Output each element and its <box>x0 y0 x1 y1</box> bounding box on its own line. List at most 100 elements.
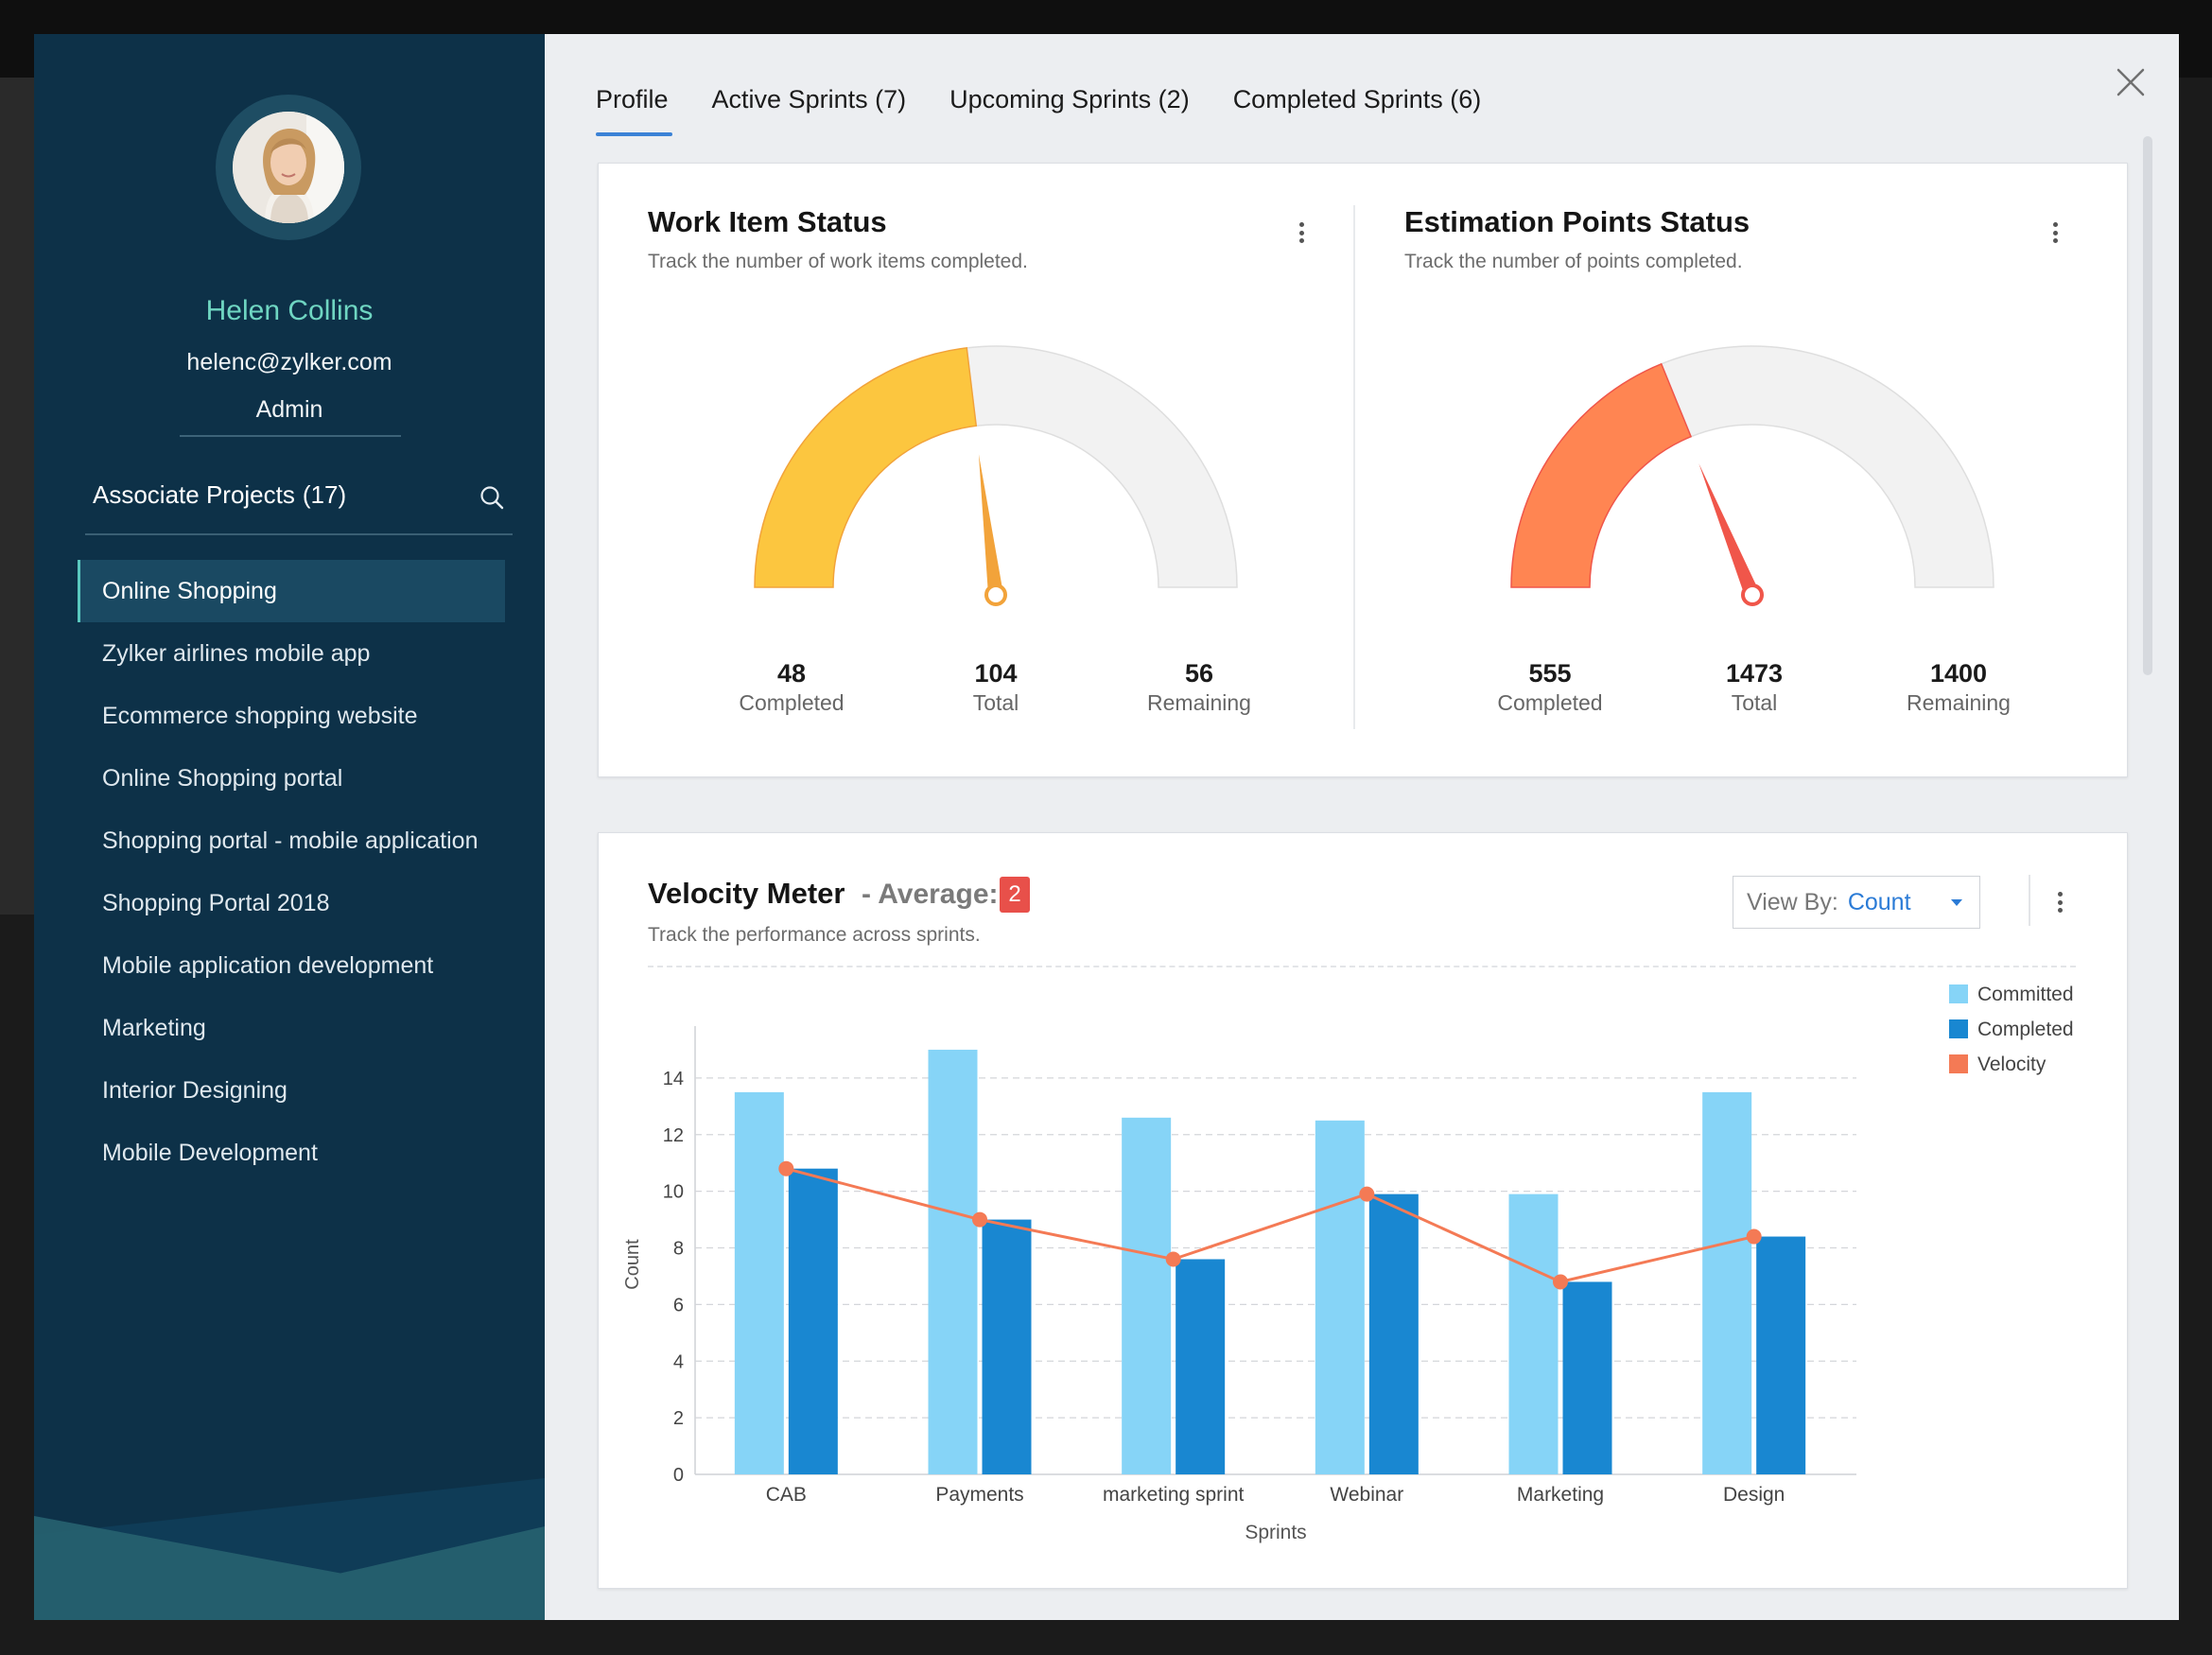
y-tick-label: 14 <box>663 1069 684 1089</box>
estimation-remaining-label: Remaining <box>1907 690 2011 715</box>
legend-label: Committed <box>1977 984 2074 1005</box>
project-item[interactable]: Zylker airlines mobile app <box>102 639 371 667</box>
sidebar-divider <box>180 435 401 437</box>
view-by-dropdown[interactable]: View By: Count <box>1733 876 1980 929</box>
x-tick-label: Design <box>1723 1484 1785 1506</box>
work-item-completed: 48 Completed <box>706 659 877 716</box>
tab-completed-sprints[interactable]: Completed Sprints (6) <box>1232 85 1482 113</box>
work-item-remaining: 56 Remaining <box>1114 659 1284 716</box>
gauge-completed-arc <box>1510 362 1693 588</box>
more-options-icon[interactable] <box>2046 217 2064 249</box>
y-tick-label: 0 <box>673 1465 684 1486</box>
project-item[interactable]: Online Shopping <box>78 560 505 622</box>
project-item[interactable]: Mobile Development <box>102 1139 318 1166</box>
velocity-point <box>1746 1228 1762 1245</box>
gauge-remaining-arc <box>966 345 1238 588</box>
associate-projects-title: Associate Projects <box>93 480 295 509</box>
close-icon[interactable] <box>2113 64 2149 100</box>
bar-completed <box>788 1168 838 1474</box>
project-item[interactable]: Interior Designing <box>102 1076 287 1104</box>
x-tick-label: Webinar <box>1330 1484 1403 1506</box>
bar-committed <box>1122 1117 1172 1474</box>
velocity-point <box>1553 1274 1568 1290</box>
bar-committed <box>1315 1120 1365 1474</box>
more-options-icon[interactable] <box>1292 217 1311 249</box>
estimation-total-label: Total <box>1731 690 1778 715</box>
work-item-gauge <box>754 345 1238 606</box>
project-item[interactable]: Marketing <box>102 1014 206 1041</box>
velocity-point <box>778 1160 794 1176</box>
project-item[interactable]: Shopping portal - mobile application <box>102 827 479 854</box>
velocity-meter-title: Velocity Meter <box>648 877 845 910</box>
y-tick-label: 2 <box>673 1408 684 1429</box>
user-email: helenc@zylker.com <box>186 349 392 375</box>
status-card: Work Item Status Track the number of wor… <box>598 163 2128 777</box>
project-item[interactable]: Shopping Portal 2018 <box>102 889 330 916</box>
gauge-needle-pivot <box>1741 584 1764 606</box>
work-item-status-subtitle: Track the number of work items completed… <box>648 251 1028 272</box>
avatar[interactable] <box>233 112 344 223</box>
user-profile-modal: Helen Collins helenc@zylker.com Admin As… <box>34 34 2179 1620</box>
project-list: Online Shopping Zylker airlines mobile a… <box>78 560 505 1184</box>
profile-tabs: Profile Active Sprints (7) Upcoming Spri… <box>596 85 1524 138</box>
view-by-value: Count <box>1847 888 1911 915</box>
work-item-remaining-label: Remaining <box>1147 690 1251 715</box>
estimation-points-gauge <box>1510 345 1994 606</box>
legend-swatch <box>1949 1054 1968 1073</box>
velocity-average-badge: 2 <box>1000 877 1030 913</box>
velocity-average-label: - Average: <box>862 879 999 910</box>
y-tick-label: 12 <box>663 1125 684 1146</box>
tab-upcoming-sprints[interactable]: Upcoming Sprints (2) <box>949 85 1190 113</box>
project-item[interactable]: Ecommerce shopping website <box>102 702 418 729</box>
user-role: Admin <box>255 396 323 423</box>
y-tick-label: 4 <box>673 1351 684 1372</box>
legend-label: Completed <box>1977 1019 2074 1040</box>
work-item-status-title: Work Item Status <box>648 205 887 238</box>
estimation-completed-label: Completed <box>1497 690 1603 715</box>
x-axis-title: Sprints <box>1245 1522 1306 1543</box>
avatar-ring <box>216 95 361 240</box>
project-item[interactable]: Mobile application development <box>102 951 434 979</box>
velocity-point <box>972 1211 987 1228</box>
x-tick-label: CAB <box>766 1484 807 1506</box>
avatar-photo <box>233 112 344 223</box>
bar-committed <box>734 1091 784 1474</box>
estimation-total-value: 1473 <box>1725 659 1784 688</box>
associate-projects-count: (17) <box>302 480 347 509</box>
tab-active-sprints[interactable]: Active Sprints (7) <box>711 85 907 113</box>
estimation-completed: 555 Completed <box>1465 659 1635 716</box>
project-item[interactable]: Online Shopping portal <box>102 764 343 792</box>
profile-main-panel: Profile Active Sprints (7) Upcoming Spri… <box>545 34 2179 1620</box>
estimation-completed-value: 555 <box>1528 659 1572 688</box>
velocity-point <box>1359 1186 1375 1202</box>
bar-completed <box>982 1219 1032 1474</box>
gauge-needle-pivot <box>984 584 1007 606</box>
bar-completed <box>1562 1281 1612 1474</box>
y-tick-label: 8 <box>673 1239 684 1260</box>
work-item-total: 104 Total <box>911 659 1081 716</box>
velocity-chart: 0 2 4 6 8 10 12 14 Count Sprints CAB Payments market… <box>622 984 2074 1543</box>
legend-swatch <box>1949 984 1968 1003</box>
y-tick-label: 6 <box>673 1295 684 1315</box>
background-app-strip <box>0 78 34 915</box>
estimation-points-title: Estimation Points Status <box>1404 205 1750 238</box>
velocity-meter-subtitle: Track the performance across sprints. <box>648 924 981 946</box>
tab-profile[interactable]: Profile <box>596 85 672 136</box>
view-by-label: View By: <box>1747 888 1838 915</box>
more-options-icon[interactable] <box>2050 886 2069 918</box>
legend-swatch <box>1949 1019 1968 1038</box>
work-item-completed-label: Completed <box>739 690 845 715</box>
bar-committed <box>1702 1091 1752 1474</box>
bar-completed <box>1368 1193 1419 1474</box>
gauge-completed-arc <box>754 347 978 588</box>
toolbar-separator <box>2029 875 2030 926</box>
estimation-points-panel: Estimation Points Status Track the numbe… <box>1355 164 2112 778</box>
y-axis-title: Count <box>622 1239 643 1290</box>
bar-completed <box>1756 1236 1806 1474</box>
bar-committed <box>1508 1193 1559 1474</box>
vertical-scrollbar[interactable] <box>2143 136 2152 675</box>
search-icon[interactable] <box>479 484 505 511</box>
gauge-needle <box>978 454 1003 596</box>
legend-label: Velocity <box>1977 1054 2047 1075</box>
bar-committed <box>928 1049 978 1474</box>
